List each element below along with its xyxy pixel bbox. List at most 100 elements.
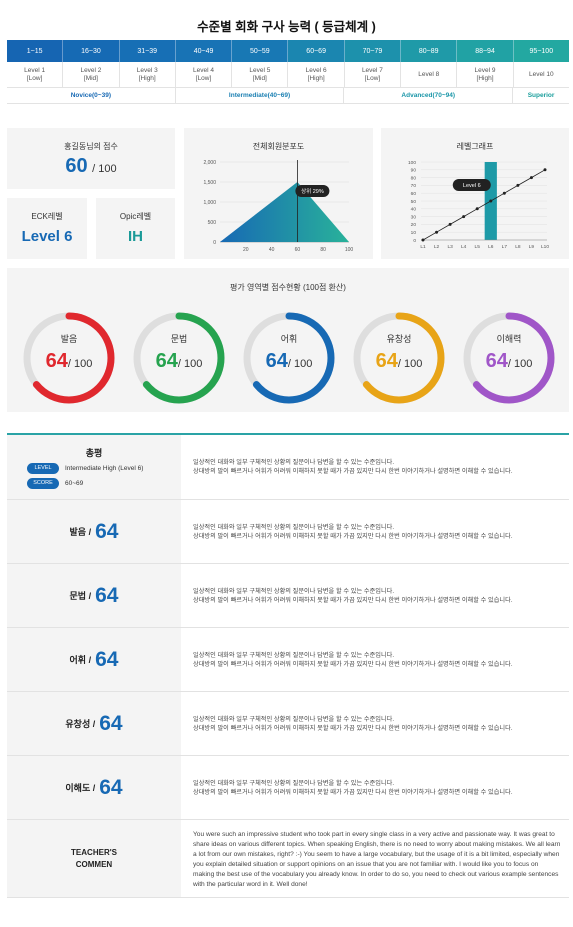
dist-tooltip-text: 상위 29% <box>301 187 324 195</box>
total-score-max: / 100 <box>92 163 117 175</box>
gauge-ring <box>23 312 115 404</box>
level-scale-table: 1~15 16~30 31~39 40~49 50~59 60~69 70~79 80~89 8… <box>7 40 569 104</box>
lvl-point <box>435 230 439 234</box>
level-graph-panel: 레벨그래프 100 90 80 70 60 50 40 30 20 10 0 Level 6 L1 L2 L… <box>381 128 569 259</box>
dist-y-tick: 2,000 <box>203 160 216 166</box>
gauge-ring <box>353 312 445 404</box>
page-title: 수준별 회화 구사 능력 ( 등급체계 ) <box>197 20 376 34</box>
lvl-x-tick: L2 <box>434 244 440 250</box>
range-cell: 95~100 <box>513 40 569 62</box>
lvl-y-tick: 50 <box>411 199 417 205</box>
range-cell: 70~79 <box>344 40 402 62</box>
lvl-x-tick: L4 <box>461 244 467 250</box>
level-cell: Level 7 [Low] <box>344 62 402 88</box>
category-label-cell: 이해도 /64 <box>7 756 181 819</box>
category-text-line2: 상대방의 말이 빠르거나 어휘가 어려워 이해하지 못할 때가 가끔 있지만 다… <box>193 532 513 540</box>
dist-y-tick: 500 <box>208 220 217 226</box>
level-cell: Level 10 <box>513 62 569 88</box>
group-cell: Novice(0~39) <box>7 88 176 103</box>
lvl-x-tick: L6 <box>488 244 494 250</box>
gauge-score: 64 <box>155 350 178 372</box>
gauge: 발음 64/ 100 <box>19 308 119 408</box>
level-sub: [High] <box>307 74 325 82</box>
category-label-cell: 어휘 /64 <box>7 628 181 691</box>
group-row: Novice(0~39) Intermediate(40~69) Advanced(… <box>7 88 569 104</box>
gauge-value: 64/ 100 <box>239 350 339 373</box>
eck-level-panel: ECK레벨 Level 6 <box>7 198 87 259</box>
eck-level-value: Level 6 <box>21 228 73 245</box>
level-name: Level 4 <box>193 66 215 74</box>
gauge-value: 64/ 100 <box>349 350 449 373</box>
lvl-line <box>422 169 546 241</box>
gauge-label: 이해력 <box>496 334 522 344</box>
gauge-max: / 100 <box>177 358 203 370</box>
level-name: Level 7 <box>361 66 383 74</box>
lvl-y-tick: 20 <box>411 222 417 228</box>
opic-level-value: IH <box>128 228 143 245</box>
level-cell: Level 4 [Low] <box>175 62 233 88</box>
range-cell: 31~39 <box>119 40 176 62</box>
lvl-point <box>489 199 493 203</box>
gauge-progress <box>23 312 115 404</box>
lvl-point <box>462 215 466 219</box>
dist-x-tick: 40 <box>269 247 275 253</box>
dist-y-tick: 1,000 <box>203 200 216 206</box>
category-label: 발음 / <box>69 527 92 537</box>
summary-title: 총평 <box>85 447 103 458</box>
category-label: 유창성 / <box>65 719 96 729</box>
category-text-line1: 일상적인 대화와 일부 구체적인 상황의 질문이나 답변을 할 수 있는 수준입… <box>193 523 395 531</box>
teacher-comment-cell: You were such an impressive student who … <box>181 820 569 897</box>
category-text-line1: 일상적인 대화와 일부 구체적인 상황의 질문이나 답변을 할 수 있는 수준입… <box>193 779 395 787</box>
gauge-progress <box>353 312 445 404</box>
lvl-x-tick: L5 <box>475 244 481 250</box>
level-cell: Level 8 <box>401 62 458 88</box>
dist-y-tick: 0 <box>213 240 216 246</box>
total-score: 60 <box>65 155 88 177</box>
range-cell: 16~30 <box>63 40 120 62</box>
category-row: 어휘 /64 일상적인 대화와 일부 구체적인 상황의 질문이나 답변을 할 수 … <box>7 628 569 692</box>
lvl-y-tick: 100 <box>408 160 416 166</box>
gauge-progress <box>243 312 335 404</box>
category-score: 64 <box>99 775 123 799</box>
dist-x-tick: 80 <box>320 247 326 253</box>
category-score: 64 <box>99 711 123 735</box>
category-text-cell: 일상적인 대화와 일부 구체적인 상황의 질문이나 답변을 할 수 있는 수준입… <box>181 756 569 819</box>
gauge-score: 64 <box>375 350 398 372</box>
summary-score-value: 60~69 <box>65 479 84 487</box>
gauge: 어휘 64/ 100 <box>239 308 339 408</box>
teacher-comment: You were such an impressive student who … <box>193 830 561 888</box>
lvl-y-tick: 0 <box>413 238 416 244</box>
gauge-progress <box>463 312 555 404</box>
gauge: 문법 64/ 100 <box>129 308 229 408</box>
gauge-ring <box>463 312 555 404</box>
distribution-title: 전체회원분포도 <box>252 142 305 151</box>
gauge-label: 문법 <box>170 334 188 344</box>
score-badge: SCORE <box>27 477 59 489</box>
teacher-row: TEACHER'S COMMEN You were such an impres… <box>7 820 569 898</box>
level-cell: Level 1 [Low] <box>7 62 64 88</box>
level-name: Level 3 <box>136 66 158 74</box>
level-badge: LEVEL <box>27 462 59 474</box>
lvl-y-tick: 80 <box>411 175 417 181</box>
level-sub: [Low] <box>195 74 212 82</box>
lvl-point <box>516 183 520 187</box>
range-cell: 60~69 <box>288 40 345 62</box>
category-text-line2: 상대방의 말이 빠르거나 어휘가 어려워 이해하지 못할 때가 가끔 있지만 다… <box>193 788 513 796</box>
lvl-point <box>502 191 506 195</box>
summary-text-line2: 상대방의 말이 빠르거나 어휘가 어려워 이해하지 못할 때가 가끔 있지만 다… <box>193 468 513 475</box>
level-cell: Level 6 [High] <box>288 62 345 88</box>
lvl-point <box>421 238 425 242</box>
gauge: 이해력 64/ 100 <box>459 308 559 408</box>
gauge-label: 어휘 <box>280 334 298 344</box>
gauge-score: 64 <box>265 350 288 372</box>
teacher-label-line1: TEACHER'S <box>71 847 117 857</box>
level-name: Level 9 <box>474 66 496 74</box>
summary-text-line1: 일상적인 대화와 일부 구체적인 상황의 질문이나 답변을 할 수 있는 수준입… <box>193 459 395 466</box>
range-cell: 50~59 <box>232 40 289 62</box>
gauge-ring <box>133 312 225 404</box>
gauge-label: 유창성 <box>386 334 412 344</box>
summary-level-line: LEVEL Intermediate High (Level 6) <box>27 462 161 474</box>
range-row: 1~15 16~30 31~39 40~49 50~59 60~69 70~79 80~89 8… <box>7 40 569 62</box>
dist-tooltip <box>295 185 330 197</box>
